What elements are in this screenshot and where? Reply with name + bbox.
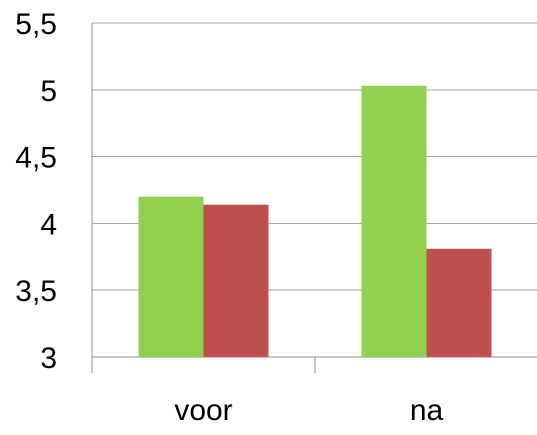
y-tick-label: 4,5 <box>15 142 57 175</box>
y-tick-label: 4 <box>40 208 57 241</box>
y-tick-label: 5,5 <box>15 8 57 41</box>
bar-voor-series-2 <box>203 204 269 357</box>
x-tick-label-voor: voor <box>174 394 232 427</box>
y-tick-label: 3 <box>40 342 57 375</box>
y-tick-label: 5 <box>40 75 57 108</box>
bar-voor-series-1 <box>138 196 204 357</box>
bars <box>138 85 492 358</box>
tick-labels: 3 3,5 4 4,5 5 5,5 voor na <box>15 8 443 427</box>
y-tick-label: 3,5 <box>15 275 57 308</box>
bar-na-series-1 <box>361 85 427 358</box>
x-tick-label-na: na <box>410 394 444 427</box>
bar-na-series-2 <box>426 248 492 357</box>
axes <box>91 23 316 373</box>
